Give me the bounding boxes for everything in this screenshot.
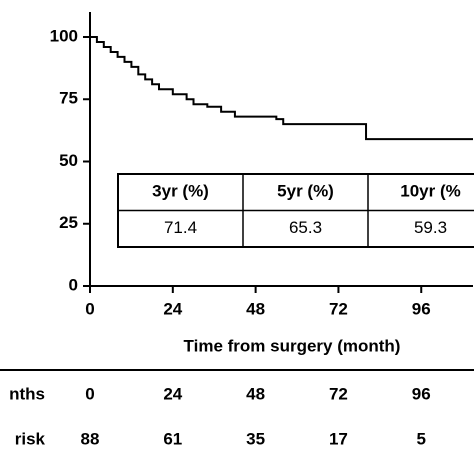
risk-row-label: nths (9, 384, 45, 403)
y-tick-label: 0 (69, 275, 78, 294)
risk-month: 48 (246, 384, 265, 403)
x-tick-label: 24 (163, 299, 182, 318)
risk-count: 17 (329, 429, 348, 448)
x-tick-label: 48 (246, 299, 265, 318)
survival-curve (90, 36, 473, 141)
summary-header: 3yr (%) (152, 182, 209, 201)
risk-count: 35 (246, 429, 265, 448)
summary-header: 10yr (% (400, 182, 460, 201)
y-tick-label: 100 (50, 26, 78, 45)
x-tick-label: 96 (412, 299, 431, 318)
risk-row-label: risk (15, 429, 46, 448)
x-tick-label: 0 (85, 299, 94, 318)
summary-value: 59.3 (414, 218, 447, 237)
y-tick-label: 25 (59, 213, 78, 232)
x-tick-label: 72 (329, 299, 348, 318)
y-tick-label: 50 (59, 151, 78, 170)
y-tick-label: 75 (59, 89, 78, 108)
risk-month: 24 (163, 384, 182, 403)
summary-value: 71.4 (164, 218, 197, 237)
risk-count: 61 (163, 429, 182, 448)
risk-month: 0 (85, 384, 94, 403)
summary-value: 65.3 (289, 218, 322, 237)
risk-month: 96 (412, 384, 431, 403)
summary-header: 5yr (%) (277, 182, 334, 201)
risk-month: 72 (329, 384, 348, 403)
risk-count: 5 (417, 429, 426, 448)
x-axis-title: Time from surgery (month) (184, 336, 401, 355)
risk-count: 88 (81, 429, 100, 448)
